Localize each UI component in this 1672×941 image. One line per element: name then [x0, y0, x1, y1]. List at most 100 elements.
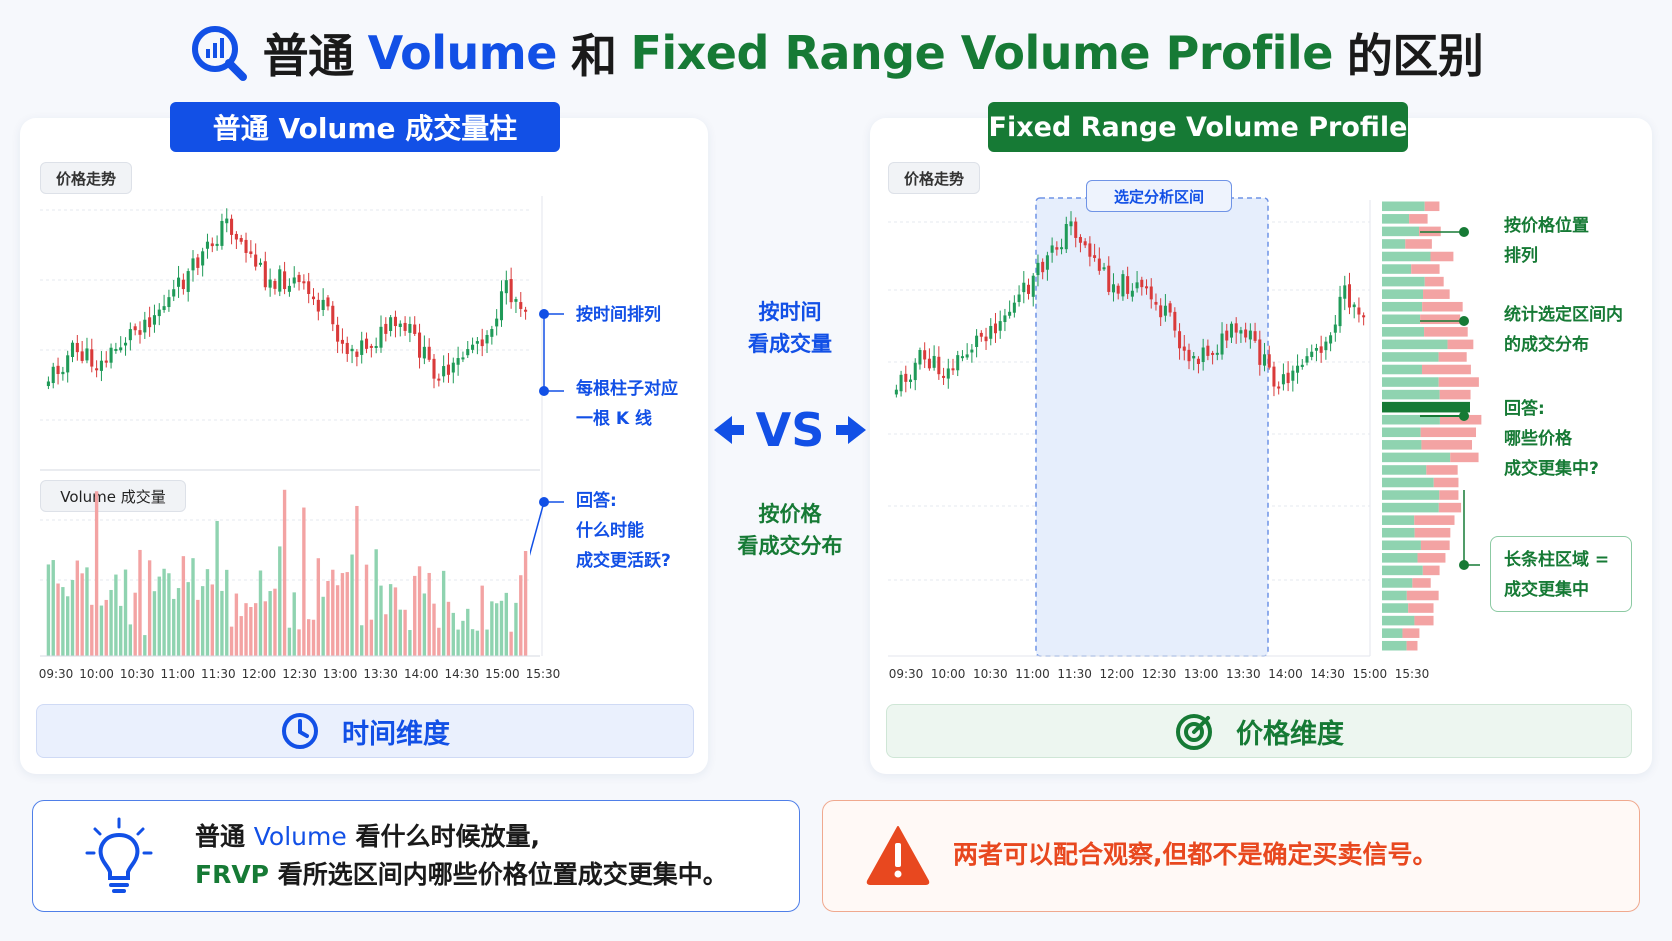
- title-part3: 和: [570, 29, 617, 83]
- candle: [998, 321, 1002, 331]
- volume-profile-bar-down: [1424, 327, 1468, 337]
- candle: [1310, 351, 1314, 357]
- volume-bar: [94, 491, 99, 656]
- volume-bar: [446, 601, 451, 656]
- volume-bar: [109, 589, 113, 656]
- volume-profile-bar-down: [1412, 578, 1431, 588]
- volume-profile-bar-up: [1382, 201, 1425, 212]
- time-tick-label: 10:30: [973, 667, 1008, 681]
- volume-bar: [408, 630, 412, 656]
- candle: [1338, 296, 1342, 327]
- volume-profile-bar-up: [1382, 502, 1439, 513]
- candle: [196, 257, 200, 268]
- volume-bar: [417, 566, 422, 656]
- left-annotation-answer-line1: 回答:: [576, 491, 617, 511]
- right-annotation-price-line1: 按价格位置: [1504, 216, 1589, 236]
- volume-bar: [480, 585, 484, 656]
- candle: [894, 389, 898, 395]
- volume-profile-bar-down: [1424, 276, 1444, 287]
- candle: [1211, 352, 1215, 355]
- candle: [90, 349, 94, 367]
- volume-profile-bar-down: [1430, 251, 1454, 262]
- candle: [408, 323, 412, 333]
- volume-profile-bar-up: [1382, 477, 1434, 488]
- candle: [326, 297, 330, 307]
- candle: [1069, 221, 1073, 227]
- volume-bar: [186, 582, 190, 656]
- candle: [1300, 364, 1304, 367]
- candle: [263, 261, 267, 288]
- candle: [970, 349, 974, 353]
- volume-profile-bar-down: [1421, 440, 1473, 450]
- volume-bar: [51, 560, 55, 656]
- candle: [975, 335, 979, 347]
- summary-line1-a: 普通: [195, 822, 246, 851]
- lightbulb-icon: [83, 815, 155, 899]
- candle: [157, 309, 161, 317]
- volume-profile-bar-down: [1420, 540, 1450, 551]
- candle: [984, 336, 988, 342]
- time-tick-label: 12:30: [282, 667, 317, 681]
- volume-profile-bar-down: [1433, 477, 1459, 488]
- magnifier-chart-icon: [189, 23, 249, 83]
- volume-profile-bar-up: [1382, 565, 1423, 576]
- right-range-tag: 选定分析区间: [1086, 180, 1232, 212]
- volume-profile-bar-down: [1439, 490, 1459, 500]
- time-tick-label: 15:00: [1352, 667, 1388, 681]
- candle: [302, 281, 306, 284]
- candle: [239, 238, 243, 242]
- title-part4: Fixed Range Volume Profile: [630, 26, 1333, 80]
- candle: [480, 339, 484, 347]
- summary-line2-b: 看所选区间内哪些价格位置成交更集中。: [277, 860, 728, 889]
- volume-bar: [176, 588, 181, 656]
- candle: [1248, 330, 1252, 340]
- candle: [287, 285, 291, 292]
- left-annotation-answer-line2: 什么时能: [576, 521, 644, 541]
- candle: [311, 296, 316, 300]
- volume-profile-bar-up: [1382, 251, 1431, 262]
- candle: [1319, 346, 1323, 353]
- candle: [913, 362, 917, 381]
- candle: [403, 322, 407, 331]
- candle: [316, 299, 320, 312]
- volume-profile-bar-down: [1438, 502, 1462, 513]
- candle: [432, 358, 436, 379]
- candle: [946, 368, 950, 379]
- candle: [66, 355, 70, 373]
- candle: [51, 366, 55, 384]
- volume-bar: [466, 608, 470, 656]
- candle: [1357, 307, 1361, 315]
- candle: [1244, 329, 1248, 338]
- candle: [1272, 366, 1276, 387]
- candle: [509, 279, 513, 303]
- volume-profile-bar-up: [1382, 440, 1422, 450]
- left-price-chart: [40, 196, 543, 657]
- candle: [1145, 286, 1149, 289]
- candle: [1234, 323, 1238, 333]
- volume-bar: [66, 596, 70, 656]
- candle: [456, 358, 460, 365]
- time-tick-label: 11:30: [1057, 667, 1092, 681]
- right-footer-bar: 价格维度: [886, 704, 1632, 758]
- candle: [446, 364, 451, 375]
- volume-bar: [494, 603, 499, 656]
- volume-profile-bar-down: [1405, 239, 1432, 249]
- candle: [1220, 333, 1224, 355]
- candle: [1017, 294, 1021, 303]
- candle: [899, 374, 903, 392]
- target-icon: [1174, 711, 1214, 751]
- time-tick-label: 12:30: [1141, 667, 1177, 681]
- candle: [1225, 330, 1229, 341]
- volume-bar: [297, 629, 301, 656]
- volume-bar: [268, 591, 272, 656]
- candle: [1154, 301, 1158, 305]
- candle: [1008, 311, 1012, 316]
- candle: [951, 368, 955, 371]
- candle: [451, 362, 455, 373]
- volume-bar: [138, 549, 142, 656]
- volume-bar: [133, 592, 137, 656]
- volume-profile-bar-down: [1417, 553, 1446, 563]
- candle: [152, 315, 156, 325]
- volume-profile-bar-up: [1382, 352, 1439, 362]
- volume-bar: [215, 520, 219, 656]
